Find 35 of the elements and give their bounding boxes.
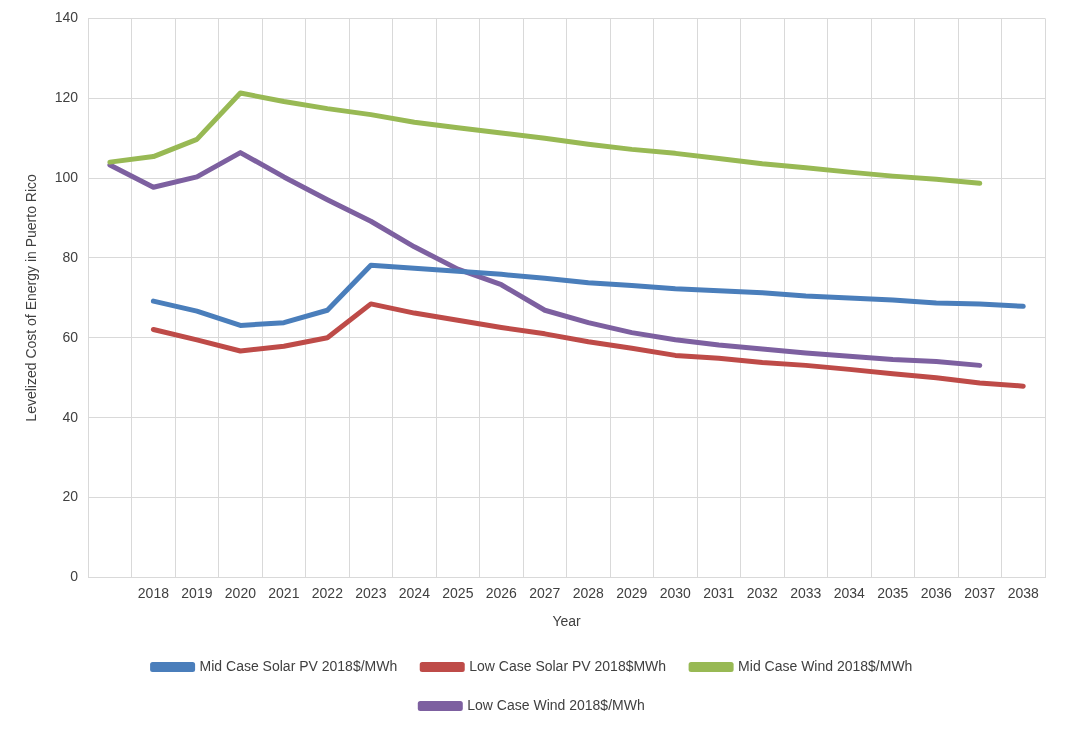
y-tick-label: 60 xyxy=(62,328,79,345)
x-tick-label: 2034 xyxy=(833,584,866,601)
y-tick-label: 0 xyxy=(70,568,79,585)
y-tick-label: 80 xyxy=(62,248,79,265)
y-tick-label: 140 xyxy=(54,9,79,26)
y-tick-label: 20 xyxy=(62,488,79,505)
x-tick-label: 2030 xyxy=(659,584,692,601)
y-axis-title: Levelized Cost of Energy in Puerto Rico xyxy=(23,173,40,422)
y-tick-label: 120 xyxy=(54,89,79,106)
x-tick-label: 2029 xyxy=(616,584,648,601)
x-tick-label: 2036 xyxy=(920,584,953,601)
x-tick-label: 2028 xyxy=(572,584,605,601)
legend-label: Low Case Wind 2018$/MWh xyxy=(467,696,645,713)
x-axis-title: Year xyxy=(552,613,582,630)
x-tick-label: 2032 xyxy=(746,584,779,601)
x-tick-label: 2027 xyxy=(529,584,561,601)
y-tick-label: 100 xyxy=(54,168,79,185)
x-tick-label: 2033 xyxy=(790,584,822,601)
x-tick-label: 2025 xyxy=(442,584,474,601)
x-tick-label: 2037 xyxy=(964,584,996,601)
legend-label: Mid Case Wind 2018$/MWh xyxy=(738,657,913,674)
x-tick-label: 2018 xyxy=(137,584,170,601)
x-tick-label: 2021 xyxy=(268,584,300,601)
x-tick-label: 2026 xyxy=(485,584,518,601)
x-tick-label: 2019 xyxy=(181,584,213,601)
x-tick-label: 2020 xyxy=(224,584,257,601)
x-tick-label: 2024 xyxy=(398,584,431,601)
x-tick-label: 2022 xyxy=(311,584,344,601)
x-tick-label: 2023 xyxy=(355,584,387,601)
x-tick-label: 2038 xyxy=(1007,584,1040,601)
legend-label: Low Case Solar PV 2018$MWh xyxy=(469,657,667,674)
y-tick-label: 40 xyxy=(62,408,79,425)
x-tick-label: 2035 xyxy=(877,584,909,601)
x-tick-label: 2031 xyxy=(703,584,735,601)
legend-label: Mid Case Solar PV 2018$/MWh xyxy=(199,657,398,674)
